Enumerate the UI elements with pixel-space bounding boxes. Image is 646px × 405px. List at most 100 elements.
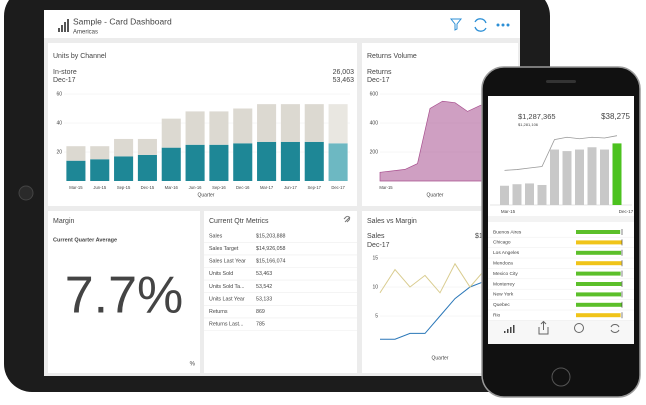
tablet-button bbox=[18, 185, 34, 201]
x-tick-label: Dec-17 bbox=[619, 209, 634, 214]
app-icon bbox=[58, 19, 69, 32]
city-label: Mexico City bbox=[493, 271, 518, 277]
bar-segment bbox=[185, 144, 205, 181]
metric-value: $15,203,888 bbox=[256, 233, 286, 239]
axis-label: Quarter bbox=[432, 355, 449, 361]
bar-segment bbox=[209, 111, 229, 145]
city-label: Chicago bbox=[493, 240, 511, 246]
x-tick-label: Mar-16 bbox=[165, 185, 179, 190]
bar-segment bbox=[66, 160, 86, 181]
city-label: Mendoza bbox=[493, 260, 513, 266]
bar-segment bbox=[280, 104, 300, 142]
x-tick-label: Mar-15 bbox=[379, 185, 393, 190]
bar bbox=[587, 147, 597, 205]
card-title: Returns Volume bbox=[367, 53, 417, 60]
bar-segment bbox=[209, 144, 229, 181]
y-tick-label: 5 bbox=[375, 313, 378, 319]
tab-icon[interactable] bbox=[610, 324, 620, 333]
x-tick-label: Mar-15 bbox=[69, 185, 83, 190]
metric-label: Sales bbox=[209, 233, 223, 239]
x-tick-label: Jun-15 bbox=[93, 185, 106, 190]
bar-segment bbox=[304, 141, 324, 181]
bar-segment bbox=[328, 143, 348, 181]
bar-segment bbox=[161, 118, 181, 148]
kpi-subtitle: Current Quarter Average bbox=[53, 237, 117, 243]
x-tick-label: Sep-16 bbox=[212, 185, 226, 190]
card-title: Units by Channel bbox=[53, 53, 107, 60]
metric-label: Units Sold Ta... bbox=[209, 284, 245, 290]
city-label: Rio bbox=[493, 312, 501, 318]
bar-segment bbox=[257, 104, 277, 142]
metric-value: 785 bbox=[256, 322, 265, 328]
x-tick-label: Sep-15 bbox=[117, 185, 131, 190]
y-tick-label: 20 bbox=[56, 149, 62, 155]
x-tick-label: Dec-15 bbox=[141, 185, 155, 190]
bar bbox=[600, 149, 609, 205]
metric-value: 53,133 bbox=[256, 296, 272, 302]
header-bar bbox=[44, 10, 520, 38]
x-tick-label: Jun-17 bbox=[284, 185, 297, 190]
phone-charts: Mar-15 Dec-17 Buenos Aires Chicago Los Angel… bbox=[488, 135, 634, 321]
metric-value: $14,926,058 bbox=[256, 246, 286, 252]
bar-segment bbox=[257, 141, 277, 181]
tab-icon[interactable] bbox=[574, 323, 584, 333]
y-tick-label: 600 bbox=[370, 91, 379, 97]
refresh-icon[interactable] bbox=[474, 18, 487, 32]
x-tick-label: Dec-16 bbox=[236, 185, 250, 190]
bar-segment bbox=[114, 138, 134, 157]
city-bar bbox=[576, 261, 622, 266]
bar-segment bbox=[233, 143, 253, 181]
city-bar bbox=[576, 240, 623, 245]
bar bbox=[537, 184, 547, 205]
x-tick-label: Mar-17 bbox=[260, 185, 274, 190]
bar-segment bbox=[66, 146, 86, 161]
bar-segment bbox=[280, 141, 300, 181]
bar-segment bbox=[161, 147, 181, 181]
bar-segment bbox=[90, 146, 110, 160]
bar bbox=[550, 149, 559, 205]
bar-segment bbox=[233, 108, 253, 144]
card bbox=[204, 211, 357, 373]
series-label: Returns bbox=[367, 69, 392, 76]
bar-segment bbox=[137, 138, 157, 155]
total: 53,463 bbox=[333, 77, 355, 84]
metric-label: Returns bbox=[209, 309, 228, 315]
bar bbox=[500, 185, 509, 205]
metric-value: $15,166,074 bbox=[256, 259, 286, 265]
x-tick-label: Mar-15 bbox=[501, 209, 516, 214]
phone-speaker bbox=[546, 80, 576, 83]
bar bbox=[525, 183, 534, 205]
city-label: Buenos Aires bbox=[493, 229, 522, 235]
card-title: Current Qtr Metrics bbox=[209, 218, 269, 225]
series-label: In-store bbox=[53, 69, 77, 76]
card-title: Sales vs Margin bbox=[367, 218, 417, 225]
metrics-table: Sales $15,203,888 Sales Target $14,926,058 S… bbox=[204, 233, 357, 331]
period: Dec-17 bbox=[367, 77, 390, 84]
x-tick-label: Jun-16 bbox=[189, 185, 202, 190]
series-label: Sales bbox=[367, 233, 385, 240]
city-label: Monterrey bbox=[493, 281, 515, 287]
metric-label: Returns Last... bbox=[209, 322, 243, 328]
city-label: New York bbox=[493, 292, 514, 298]
city-bar bbox=[576, 250, 622, 255]
phone-value: $1,287,365 bbox=[518, 112, 556, 121]
phone-home-button bbox=[551, 367, 571, 387]
bar-segment bbox=[137, 154, 157, 181]
metric-label: Units Last Year bbox=[209, 296, 245, 302]
tab-icon[interactable] bbox=[538, 320, 549, 335]
metric-label: Units Sold bbox=[209, 271, 233, 277]
metric-value: 53,542 bbox=[256, 284, 272, 290]
tab-icon[interactable] bbox=[504, 325, 515, 333]
filter-icon[interactable] bbox=[449, 18, 463, 31]
kpi-value: 7.7% bbox=[65, 267, 184, 325]
kpi-unit: % bbox=[190, 362, 196, 368]
y-tick-label: 60 bbox=[56, 91, 62, 97]
metric-label: Sales Target bbox=[209, 246, 239, 252]
bar bbox=[562, 151, 572, 205]
city-bar bbox=[576, 302, 623, 307]
more-icon[interactable] bbox=[496, 23, 510, 27]
city-bar bbox=[576, 292, 622, 297]
city-label: Quebec bbox=[493, 302, 510, 308]
link-icon[interactable] bbox=[343, 215, 351, 223]
header-subtitle: Americas bbox=[73, 30, 98, 36]
